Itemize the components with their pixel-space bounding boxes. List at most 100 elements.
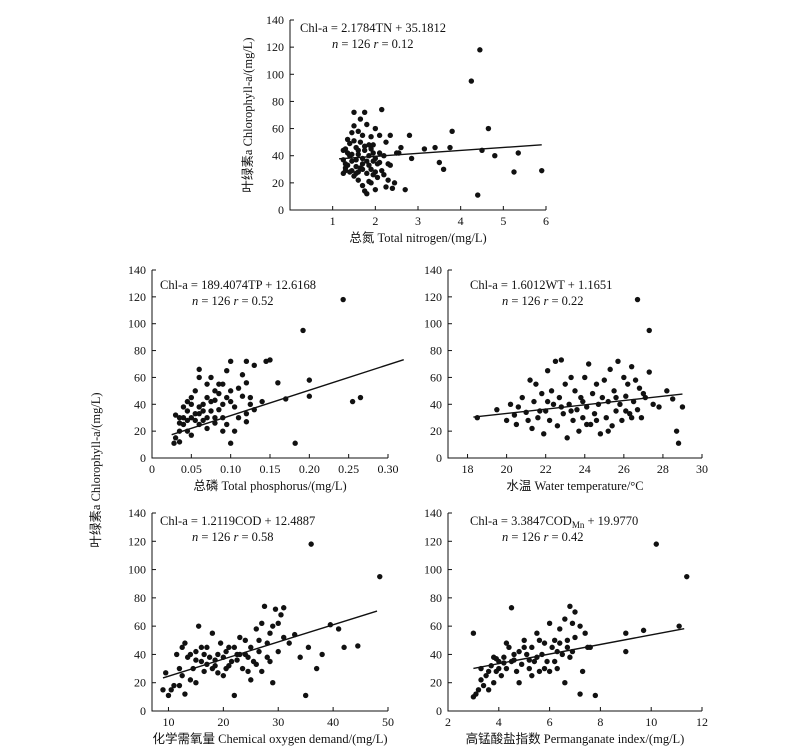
data-point: [231, 404, 238, 410]
data-point: [187, 651, 194, 658]
data-point: [518, 661, 525, 668]
data-point: [243, 380, 250, 386]
data-point: [267, 658, 273, 665]
y-tick-label: 80: [430, 344, 442, 358]
y-axis-label: 叶绿素a Chlorophyll-a/(mg/L): [240, 37, 255, 192]
data-point: [351, 173, 357, 179]
data-point: [300, 327, 306, 334]
data-point: [529, 425, 535, 432]
data-point: [579, 668, 586, 675]
data-point: [391, 180, 398, 186]
data-point: [638, 415, 645, 421]
y-tick-label: 60: [134, 370, 146, 384]
data-point: [572, 609, 578, 615]
data-point: [536, 668, 543, 675]
data-point: [275, 380, 281, 386]
data-point: [531, 658, 538, 665]
data-point: [560, 410, 566, 417]
data-point: [650, 401, 656, 407]
data-point: [231, 692, 238, 699]
data-point: [589, 390, 596, 397]
data-point: [226, 663, 232, 669]
data-point: [172, 412, 179, 418]
data-point: [558, 357, 565, 363]
x-axis-label: 总氮 Total nitrogen/(mg/L): [349, 230, 486, 245]
data-point: [372, 125, 379, 132]
data-point: [340, 147, 347, 153]
data-point: [564, 435, 570, 441]
data-point: [281, 634, 287, 641]
data-point: [192, 388, 198, 394]
x-axis-label: 水温 Water temperature/°C: [506, 479, 643, 493]
data-point: [234, 657, 240, 663]
data-point: [572, 388, 578, 394]
data-point: [206, 654, 213, 660]
data-point: [193, 648, 199, 655]
y-tick-label: 40: [134, 647, 146, 661]
data-point: [533, 381, 539, 387]
data-point: [209, 630, 216, 636]
data-point: [521, 644, 527, 651]
data-point: [306, 393, 313, 399]
data-point: [640, 390, 647, 397]
data-point: [359, 161, 366, 167]
data-point: [359, 166, 366, 172]
data-point: [347, 140, 353, 147]
data-point: [511, 412, 518, 418]
data-point: [478, 677, 484, 683]
data-point: [607, 366, 613, 373]
data-point: [212, 415, 218, 421]
data-point: [351, 109, 357, 115]
y-tick-label: 120: [128, 290, 146, 304]
data-point: [176, 415, 183, 421]
y-tick-label: 20: [430, 424, 442, 438]
data-point: [613, 394, 619, 401]
data-point: [168, 687, 174, 693]
data-point: [478, 665, 484, 672]
y-tick-label: 0: [436, 704, 442, 718]
data-point: [165, 692, 172, 699]
data-point: [537, 408, 543, 414]
data-point: [525, 417, 531, 424]
data-point: [507, 401, 514, 407]
data-point: [239, 393, 246, 399]
data-point: [231, 644, 238, 651]
data-point: [653, 541, 659, 547]
data-point: [485, 687, 492, 693]
data-point: [223, 648, 229, 655]
x-tick-label: 20: [501, 462, 513, 476]
data-point: [204, 644, 210, 651]
data-point: [587, 644, 593, 651]
data-point: [224, 394, 230, 401]
data-point: [281, 605, 287, 611]
data-point: [623, 630, 629, 636]
data-point: [195, 623, 202, 629]
data-point: [370, 158, 376, 164]
y-tick-label: 20: [430, 676, 442, 690]
data-point: [567, 654, 573, 660]
y-tick-label: 80: [134, 591, 146, 605]
data-point: [557, 640, 563, 646]
data-point: [344, 150, 351, 156]
data-point: [617, 401, 623, 407]
data-point: [351, 123, 357, 129]
data-point: [582, 630, 588, 636]
data-point: [628, 363, 635, 370]
data-point: [188, 401, 195, 407]
y-tick-label: 140: [424, 263, 442, 277]
data-point: [366, 162, 372, 168]
data-point: [179, 644, 185, 651]
y-tick-label: 120: [424, 290, 442, 304]
data-point: [574, 406, 580, 413]
data-point: [353, 163, 359, 170]
data-point: [275, 620, 281, 627]
regression-line: [339, 144, 542, 160]
data-point: [245, 654, 251, 660]
y-tick-label: 120: [266, 40, 284, 54]
data-point: [193, 680, 199, 686]
y-tick-label: 20: [272, 176, 284, 190]
data-point: [261, 603, 268, 610]
data-point: [361, 143, 368, 149]
data-point: [259, 668, 265, 675]
data-point: [259, 398, 265, 405]
